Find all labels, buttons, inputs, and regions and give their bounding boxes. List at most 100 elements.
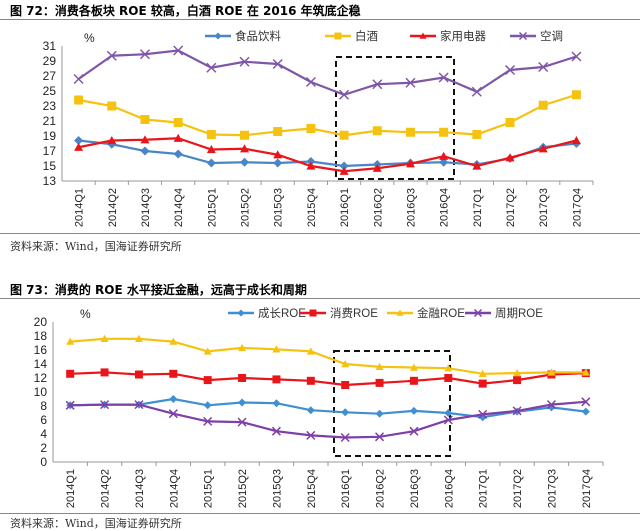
data-point xyxy=(571,51,582,62)
data-point xyxy=(547,368,556,376)
data-point xyxy=(203,401,212,410)
data-point xyxy=(305,76,316,88)
data-point xyxy=(409,426,419,436)
x-tick-label: 2014Q1 xyxy=(74,188,86,227)
data-point xyxy=(240,157,250,167)
x-tick-label: 2017Q2 xyxy=(505,188,517,227)
data-point xyxy=(439,157,449,167)
data-point xyxy=(173,118,183,127)
data-point xyxy=(74,142,84,151)
x-tick-label: 2014Q3 xyxy=(140,188,152,227)
data-point xyxy=(139,49,150,60)
figure-72-title: 图 72：消费各板块 ROE 较高，白酒 ROE 在 2016 年筑底企稳 xyxy=(10,4,361,18)
y-tick-label: 19 xyxy=(43,129,57,143)
data-point xyxy=(444,409,453,417)
x-tick-label: 2017Q2 xyxy=(512,469,524,508)
data-point xyxy=(341,381,350,389)
data-point xyxy=(405,159,415,168)
x-tick-label: 2014Q2 xyxy=(107,188,119,227)
data-point xyxy=(439,127,449,137)
series-line xyxy=(78,93,577,137)
x-tick-label: 2017Q1 xyxy=(472,188,484,227)
data-point xyxy=(409,406,418,415)
x-tick-label: 2015Q2 xyxy=(240,188,252,227)
data-point xyxy=(273,150,283,159)
data-point xyxy=(443,415,453,425)
data-point xyxy=(472,130,482,139)
data-point xyxy=(478,409,488,419)
data-point xyxy=(546,400,556,410)
data-point xyxy=(438,72,449,83)
data-point xyxy=(513,369,522,377)
data-point xyxy=(478,379,487,388)
y-tick-label: 18 xyxy=(34,329,48,343)
y-axis-unit: % xyxy=(80,307,91,321)
series-空调 xyxy=(73,45,582,100)
legend-label: 金融ROE xyxy=(417,306,465,320)
data-point xyxy=(375,362,384,370)
series-line xyxy=(70,397,586,419)
figure-72-source: 资料来源：Wind，国海证券研究所 xyxy=(10,240,182,253)
legend-marker xyxy=(237,309,245,317)
x-tick-label: 2016Q1 xyxy=(340,469,352,508)
data-point xyxy=(581,397,591,407)
data-point xyxy=(74,95,84,105)
highlight-box-2016 xyxy=(335,56,455,180)
data-point xyxy=(538,100,548,110)
data-point xyxy=(106,50,117,61)
data-point xyxy=(571,136,581,145)
x-tick-label: 2015Q4 xyxy=(306,469,318,508)
x-tick-label: 2017Q3 xyxy=(538,188,550,227)
data-point xyxy=(581,407,590,416)
data-point xyxy=(339,166,349,175)
x-tick-label: 2017Q3 xyxy=(546,469,558,508)
legend-label: 周期ROE xyxy=(495,307,543,320)
data-point xyxy=(140,135,150,144)
y-tick-label: 27 xyxy=(43,69,57,83)
series-line xyxy=(70,400,586,439)
legend-marker xyxy=(309,309,317,317)
data-point xyxy=(341,360,350,368)
data-point xyxy=(405,77,416,88)
x-tick-label: 2015Q1 xyxy=(206,188,218,227)
x-tick-label: 2014Q2 xyxy=(100,469,112,508)
data-point xyxy=(339,130,349,140)
x-tick-label: 2016Q4 xyxy=(439,188,451,227)
y-tick-label: 2 xyxy=(40,441,47,455)
data-point xyxy=(238,343,247,352)
data-point xyxy=(339,89,350,100)
data-point xyxy=(471,86,482,97)
series-白酒 xyxy=(74,90,581,140)
data-point xyxy=(444,374,453,382)
data-point xyxy=(273,158,283,168)
y-axis-unit: % xyxy=(84,31,95,45)
divider xyxy=(0,19,640,20)
data-point xyxy=(306,406,315,415)
data-point xyxy=(206,130,216,139)
divider xyxy=(0,298,640,299)
data-point xyxy=(100,400,110,410)
legend-label: 成长ROE xyxy=(258,307,306,320)
x-tick-label: 2016Q2 xyxy=(372,188,384,227)
data-point xyxy=(206,145,216,154)
data-point xyxy=(134,370,143,379)
series-食品饮料 xyxy=(74,136,581,171)
x-tick-label: 2015Q2 xyxy=(237,469,249,508)
y-tick-label: 21 xyxy=(43,114,57,128)
series-line xyxy=(78,137,577,173)
data-point xyxy=(581,368,590,376)
data-point xyxy=(375,378,384,387)
data-point xyxy=(272,58,283,70)
x-tick-label: 2015Q3 xyxy=(271,469,283,508)
series-周期ROE xyxy=(65,397,591,443)
series-line xyxy=(70,371,586,387)
data-point xyxy=(100,368,109,377)
y-tick-label: 29 xyxy=(43,54,57,68)
figure-73-title: 图 73：消费的 ROE 水平接近金融，远高于成长和周期 xyxy=(10,283,307,297)
data-point xyxy=(472,161,482,170)
x-tick-label: 2016Q3 xyxy=(405,188,417,227)
data-point xyxy=(206,158,216,168)
x-tick-label: 2015Q1 xyxy=(203,469,215,508)
legend-label: 家用电器 xyxy=(440,29,486,43)
data-point xyxy=(273,127,283,136)
